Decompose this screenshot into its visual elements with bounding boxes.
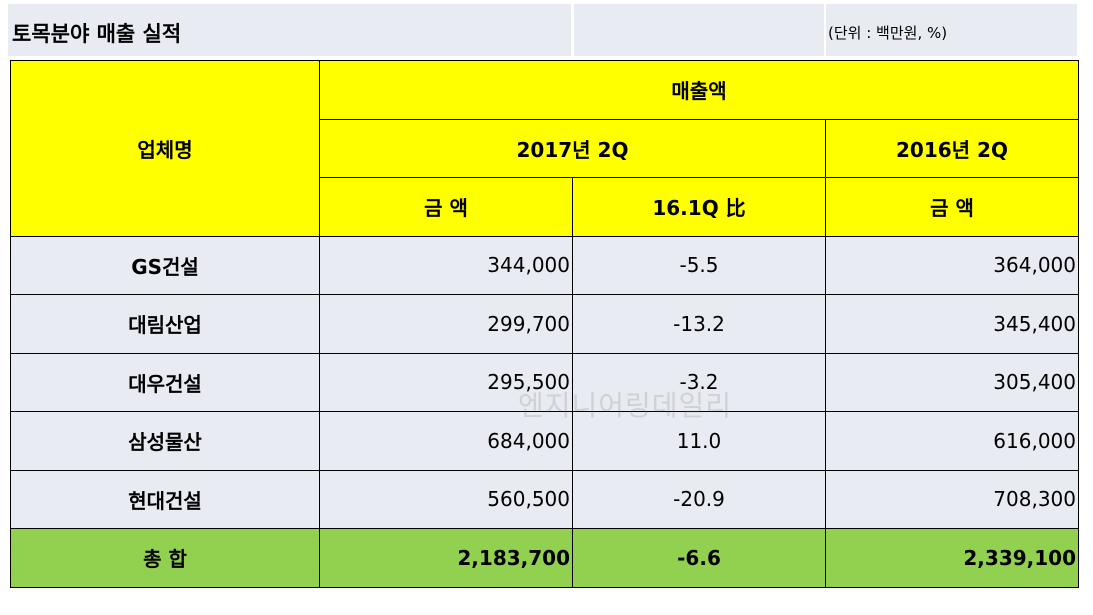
company-name: 삼성물산 xyxy=(10,411,320,471)
change-vs-q1: 11.0 xyxy=(572,411,826,471)
table-row: 대림산업 299,700 -13.2 345,400 xyxy=(10,294,1079,354)
amount-2016: 305,400 xyxy=(825,352,1079,412)
change-vs-q1: -20.9 xyxy=(572,469,826,529)
amount-2017: 344,000 xyxy=(319,235,573,295)
amount-2017: 560,500 xyxy=(319,469,573,529)
total-row: 총 합 2,183,700 -6.6 2,339,100 xyxy=(10,528,1079,588)
table-row: 현대건설 560,500 -20.9 708,300 xyxy=(10,469,1079,529)
table-row: 삼성물산 684,000 11.0 616,000 xyxy=(10,411,1079,471)
total-amount-2017: 2,183,700 xyxy=(319,528,573,588)
table-row: GS건설 344,000 -5.5 364,000 xyxy=(10,235,1079,295)
total-amount-2016: 2,339,100 xyxy=(825,528,1079,588)
company-name: 현대건설 xyxy=(10,469,320,529)
header-sales: 매출액 xyxy=(319,60,1079,120)
total-change: -6.6 xyxy=(572,528,826,588)
title-bar: 토목분야 매출 실적 (단위 : 백만원, %) xyxy=(0,0,1093,60)
company-name: 대림산업 xyxy=(10,294,320,354)
header-period-2017: 2017년 2Q xyxy=(319,118,826,178)
header-amount-2017: 금 액 xyxy=(319,177,573,237)
table-title: 토목분야 매출 실적 xyxy=(12,22,182,46)
total-label: 총 합 xyxy=(10,528,320,588)
amount-2016: 364,000 xyxy=(825,235,1079,295)
change-vs-q1: -5.5 xyxy=(572,235,826,295)
title-cell xyxy=(8,4,571,56)
sales-table: 업체명 매출액 2017년 2Q 2016년 2Q 금 액 16.1Q 比 금 … xyxy=(10,60,1079,588)
header-vs-q1: 16.1Q 比 xyxy=(572,177,826,237)
company-name: 대우건설 xyxy=(10,352,320,412)
company-name: GS건설 xyxy=(10,235,320,295)
amount-2017: 299,700 xyxy=(319,294,573,354)
amount-2017: 684,000 xyxy=(319,411,573,471)
amount-2016: 708,300 xyxy=(825,469,1079,529)
amount-2016: 616,000 xyxy=(825,411,1079,471)
table-row: 대우건설 295,500 -3.2 305,400 xyxy=(10,352,1079,412)
title-blank-cell xyxy=(574,4,824,56)
header-amount-2016: 금 액 xyxy=(825,177,1079,237)
header-company: 업체명 xyxy=(10,60,320,237)
amount-2016: 345,400 xyxy=(825,294,1079,354)
change-vs-q1: -13.2 xyxy=(572,294,826,354)
amount-2017: 295,500 xyxy=(319,352,573,412)
header-period-2016: 2016년 2Q xyxy=(825,118,1079,178)
change-vs-q1: -3.2 xyxy=(572,352,826,412)
unit-label: (단위 : 백만원, %) xyxy=(828,24,948,42)
unit-cell xyxy=(826,4,1077,56)
